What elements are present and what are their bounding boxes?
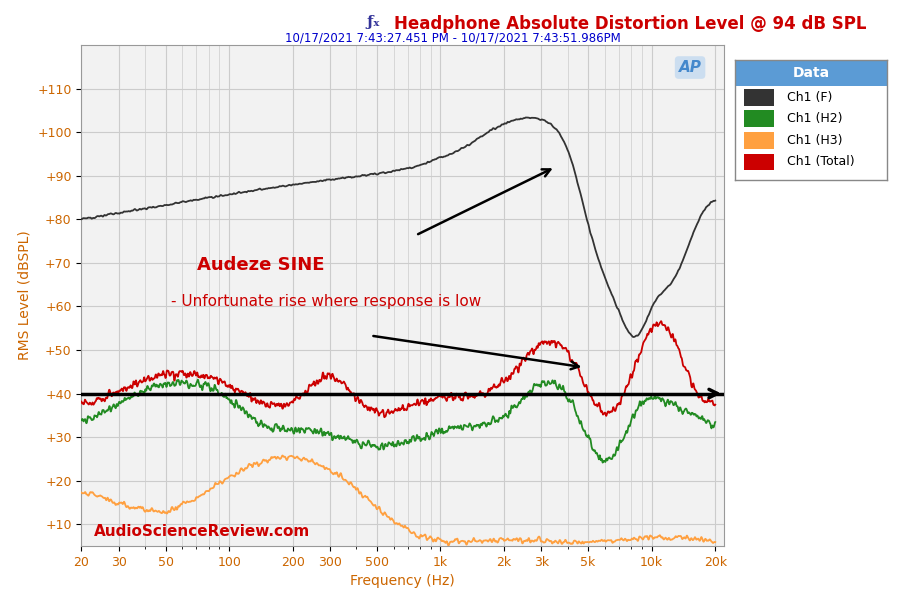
Ch1 (Total) [655,317,666,325]
Ch1 (H2) [691,412,702,419]
Text: Ch1 (F): Ch1 (F) [786,91,832,104]
Ch1 (H2) [597,459,608,466]
Text: Headphone Absolute Distortion Level @ 94 dB SPL: Headphone Absolute Distortion Level @ 94… [394,15,866,33]
Line: Ch1 (H2): Ch1 (H2) [81,380,715,463]
Text: Audeze SINE: Audeze SINE [197,256,325,274]
Ch1 (H3) [692,535,703,542]
Ch1 (F) [109,211,119,218]
Ch1 (H3) [109,499,119,506]
Ch1 (H2) [385,440,395,447]
Y-axis label: RMS Level (dBSPL): RMS Level (dBSPL) [18,230,32,361]
Ch1 (Total) [576,373,586,380]
Line: Ch1 (H3): Ch1 (H3) [81,455,715,545]
Text: Data: Data [792,66,830,80]
Ch1 (H2) [367,442,378,449]
Ch1 (H2) [109,401,119,408]
Bar [744,154,775,170]
Ch1 (Total) [367,406,378,413]
Text: AP: AP [679,60,701,75]
Ch1 (H2) [193,376,204,383]
Text: 10/17/2021 7:43:27.451 PM - 10/17/2021 7:43:51.986PM: 10/17/2021 7:43:27.451 PM - 10/17/2021 7… [285,31,620,44]
Line: Ch1 (Total): Ch1 (Total) [81,321,715,417]
Ch1 (F) [691,220,702,227]
Ch1 (F) [76,215,87,223]
Ch1 (H3) [443,542,454,549]
Text: Ch1 (H2): Ch1 (H2) [786,112,842,125]
Ch1 (Total) [692,390,703,397]
Ch1 (F) [385,169,395,176]
Ch1 (F) [520,114,531,121]
Text: AudioScienceReview.com: AudioScienceReview.com [94,524,310,539]
Ch1 (H3) [576,540,586,547]
Line: Ch1 (F): Ch1 (F) [81,118,715,337]
Ch1 (Total) [691,389,702,397]
Text: ƒₓ: ƒₓ [367,15,380,29]
Ch1 (F) [628,334,639,341]
Ch1 (H2) [76,416,87,424]
Ch1 (F) [367,170,378,178]
Ch1 (Total) [385,410,395,417]
Bar [744,110,775,127]
Ch1 (H3) [367,502,378,509]
Ch1 (F) [710,197,720,204]
Bar [735,60,887,86]
Text: Ch1 (H3): Ch1 (H3) [786,134,842,147]
Ch1 (Total) [710,401,720,408]
Ch1 (Total) [109,389,119,396]
Ch1 (H2) [692,412,703,419]
Ch1 (H2) [576,418,586,425]
Ch1 (H3) [691,536,702,543]
X-axis label: Frequency (Hz): Frequency (Hz) [350,574,455,588]
Bar [744,132,775,149]
Bar [744,89,775,106]
Text: - Unfortunate rise where response is low: - Unfortunate rise where response is low [171,293,481,308]
Ch1 (H3) [385,515,395,523]
Ch1 (Total) [379,413,390,421]
Ch1 (H3) [710,538,720,545]
Text: Ch1 (Total): Ch1 (Total) [786,155,854,169]
Ch1 (Total) [76,398,87,405]
Ch1 (H3) [76,489,87,496]
Ch1 (F) [692,220,703,227]
Ch1 (H3) [277,452,288,459]
Ch1 (H2) [710,418,720,425]
Ch1 (F) [576,191,586,199]
